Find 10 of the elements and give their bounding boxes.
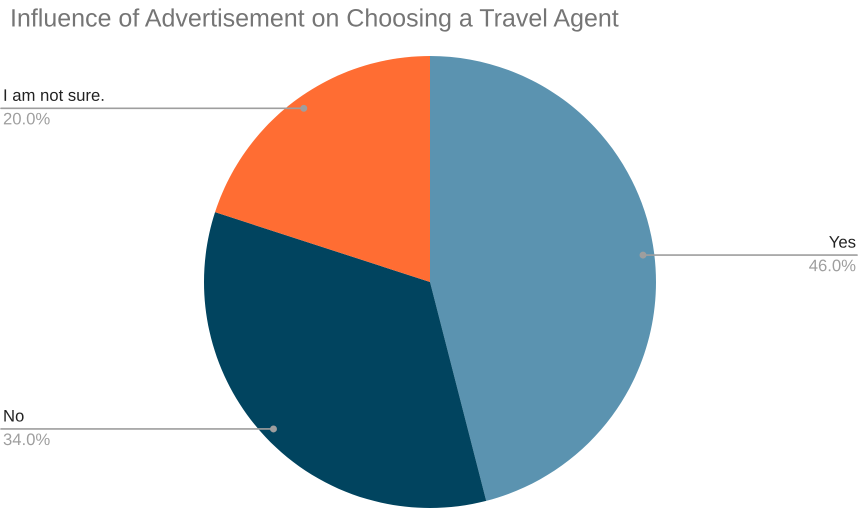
data-label: 46.0% [809,260,856,272]
pie-slice [204,212,486,508]
data-label: 20.0% [4,112,50,125]
slice-label: I am not sure. [4,89,104,102]
slice-label: Yes [829,236,856,248]
pie-slice [430,56,656,501]
chart-title: Influence of Advertisement on Choosing a Travel Agent [12,8,619,32]
slice-label: No [4,410,24,422]
data-label: 34.0% [4,433,50,446]
pie-slice [215,56,430,282]
